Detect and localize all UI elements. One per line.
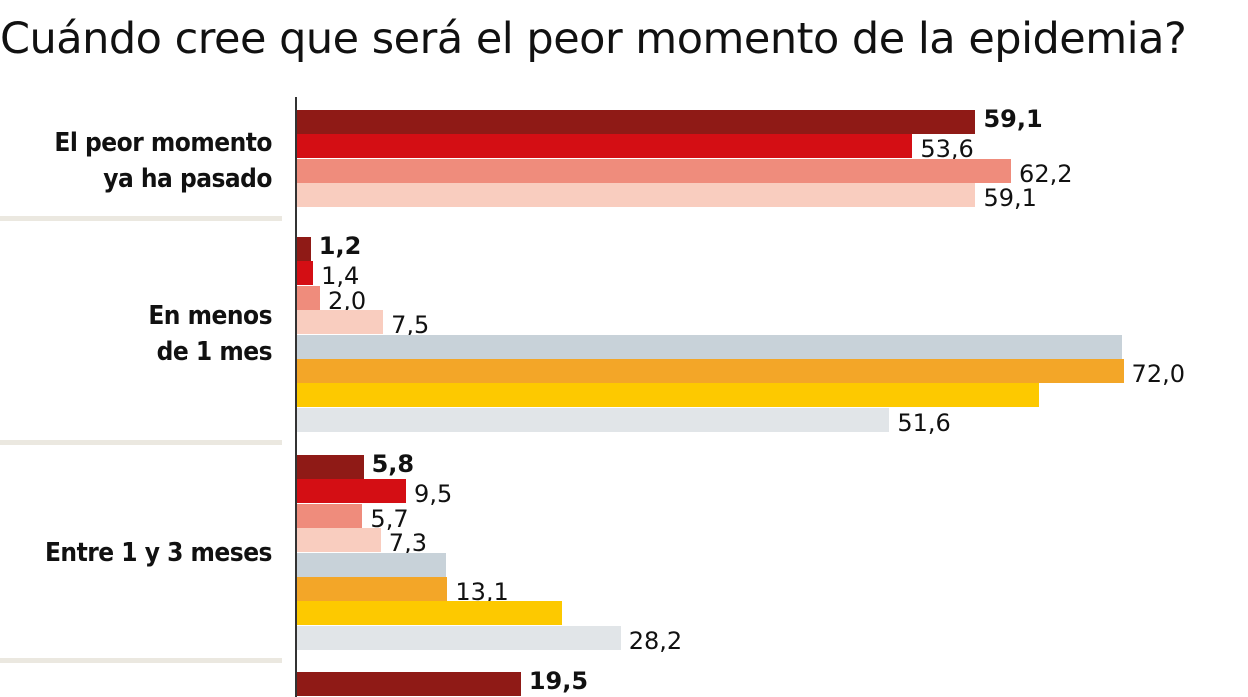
bar xyxy=(297,110,976,134)
data-label: 62,2 xyxy=(1019,159,1073,188)
bar xyxy=(297,407,890,432)
bar xyxy=(297,383,1039,408)
data-label: 1,4 xyxy=(321,262,360,291)
data-label: 53,6 xyxy=(920,135,974,164)
bar xyxy=(297,528,381,553)
bar xyxy=(297,625,621,650)
data-label: 2,0 xyxy=(327,286,367,315)
bar xyxy=(297,261,314,286)
group-separator xyxy=(0,658,282,663)
data-label: 51,6 xyxy=(897,408,951,437)
chart-title: Cuándo cree que será el peor momento de … xyxy=(0,14,1187,64)
group-separator xyxy=(0,440,282,445)
bar xyxy=(297,310,384,335)
category-label: En menos de 1 mes xyxy=(148,298,272,370)
bar xyxy=(297,285,320,310)
bar xyxy=(297,455,364,479)
data-label: 9,5 xyxy=(414,480,453,509)
category-label-line: de 1 mes xyxy=(156,337,273,367)
bar xyxy=(297,503,363,528)
data-label: 7,3 xyxy=(388,529,427,558)
category-label-line: Entre 1 y 3 meses xyxy=(44,538,273,568)
data-label: 72,0 xyxy=(1131,360,1185,388)
bar xyxy=(297,237,311,261)
category-label-line: El peor momento xyxy=(54,128,272,158)
bar xyxy=(297,672,521,696)
data-label: 13,1 xyxy=(455,578,509,606)
data-label: 5,7 xyxy=(370,504,409,533)
group-separator xyxy=(0,216,282,221)
bar xyxy=(297,359,1124,383)
data-label: 59,1 xyxy=(983,184,1037,213)
bar xyxy=(297,552,447,577)
bar xyxy=(297,183,976,208)
y-axis-line xyxy=(295,97,297,697)
category-label: Entre 1 y 3 meses xyxy=(44,535,273,571)
data-label: 19,5 xyxy=(528,667,589,695)
data-label: 7,5 xyxy=(391,311,430,340)
data-label: 28,2 xyxy=(628,626,683,655)
bar xyxy=(297,334,1123,359)
data-label: 1,2 xyxy=(318,232,362,260)
bar xyxy=(297,158,1012,183)
category-label-line: ya ha pasado xyxy=(103,164,272,194)
data-label: 59,1 xyxy=(983,105,1043,133)
bar xyxy=(297,479,407,504)
bar xyxy=(297,134,913,159)
data-label: 5,8 xyxy=(371,450,415,478)
category-label-line: En menos xyxy=(148,301,272,331)
bar xyxy=(297,577,448,601)
category-label: El peor momento ya ha pasado xyxy=(54,125,272,197)
bar xyxy=(297,601,563,626)
